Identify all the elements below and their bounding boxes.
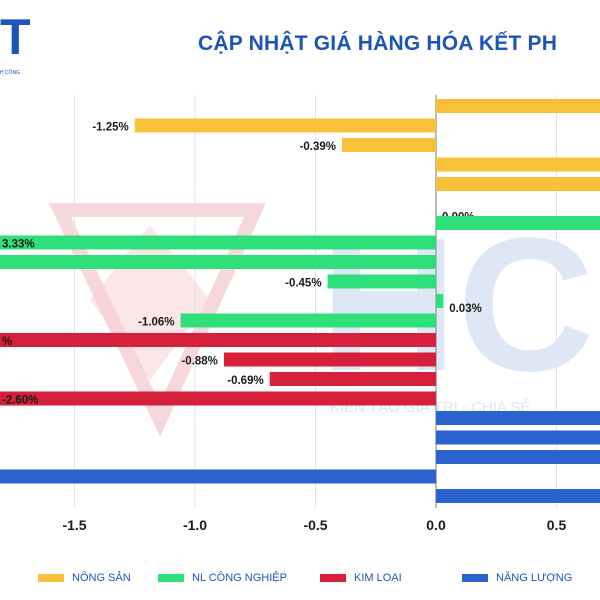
x-tick-label-4: -1.5 bbox=[62, 517, 86, 533]
bar-nong_san-3 bbox=[436, 157, 600, 172]
x-tick-label-7: 0.0 bbox=[426, 517, 446, 533]
data-label-kim_loai-3: -2.60% bbox=[2, 395, 38, 407]
x-tick-label-5: -1.0 bbox=[183, 517, 207, 533]
bar-nang_luong-1 bbox=[436, 430, 600, 445]
bar-nong_san-4 bbox=[436, 177, 600, 191]
x-tick-label-8: 0.5 bbox=[547, 517, 567, 533]
bar-kim_loai-0 bbox=[0, 333, 436, 347]
bar-nang_luong-4 bbox=[436, 489, 600, 503]
legend-label-nang-luong: NĂNG LƯỢNG bbox=[496, 572, 573, 584]
bar-kim_loai-3 bbox=[0, 391, 436, 406]
bar-nang_luong-3 bbox=[0, 469, 436, 484]
data-label-nl_cong_nghiep-1: 3.33% bbox=[2, 239, 35, 251]
bar-nang_luong-2 bbox=[436, 450, 600, 464]
data-label-kim_loai-1: -0.88% bbox=[181, 356, 217, 368]
legend-swatch-nong-san bbox=[38, 574, 64, 582]
bar-nl_cong_nghiep-5 bbox=[180, 313, 436, 328]
x-tick-label-6: -0.5 bbox=[303, 517, 327, 533]
legend-item-nl-cong-nghiep: NL CÔNG NGHIỆP bbox=[158, 572, 287, 584]
data-label-nl_cong_nghiep-4: 0.03% bbox=[449, 303, 482, 315]
bar-nong_san-2 bbox=[342, 138, 436, 152]
legend-swatch-nl-cong-nghiep bbox=[158, 574, 184, 582]
logo-subtext: H CÔNG bbox=[0, 70, 20, 76]
logo-mark: T bbox=[0, 9, 31, 65]
legend-item-nong-san: NÔNG SẢN bbox=[38, 572, 131, 584]
legend: NÔNG SẢN NL CÔNG NGHIỆP KIM LOẠI NĂNG LƯ… bbox=[0, 572, 600, 592]
bar-nl_cong_nghiep-0 bbox=[436, 216, 600, 230]
legend-swatch-nang-luong bbox=[462, 574, 488, 582]
data-label-nong_san-1: -1.25% bbox=[92, 122, 128, 134]
legend-item-kim-loai: KIM LOẠI bbox=[320, 572, 402, 584]
data-label-nl_cong_nghiep-5: -1.06% bbox=[138, 317, 174, 329]
bar-nang_luong-0 bbox=[436, 411, 600, 425]
legend-item-nang-luong: NĂNG LƯỢNG bbox=[462, 572, 572, 584]
data-label-kim_loai-0: % bbox=[2, 336, 12, 348]
bar-nl_cong_nghiep-1 bbox=[0, 235, 436, 250]
bar-kim_loai-2 bbox=[269, 372, 436, 386]
legend-label-nong-san: NÔNG SẢN bbox=[72, 572, 131, 584]
data-label-nl_cong_nghiep-3: -0.45% bbox=[285, 278, 321, 290]
data-label-kim_loai-2: -0.69% bbox=[227, 375, 263, 387]
bar-nl_cong_nghiep-3 bbox=[327, 274, 436, 289]
chart-title: CẬP NHẬT GIÁ HÀNG HÓA KẾT PH bbox=[198, 32, 558, 55]
legend-label-kim-loai: KIM LOẠI bbox=[354, 572, 402, 584]
bar-kim_loai-1 bbox=[223, 352, 436, 367]
bar-nong_san-1 bbox=[134, 118, 436, 133]
data-label-nong_san-2: -0.39% bbox=[300, 141, 336, 153]
bar-nl_cong_nghiep-2 bbox=[0, 255, 436, 269]
legend-swatch-kim-loai bbox=[320, 574, 346, 582]
bar-nl_cong_nghiep-4 bbox=[436, 294, 444, 308]
bar-nong_san-0 bbox=[436, 99, 600, 113]
legend-label-nl-cong-nghiep: NL CÔNG NGHIỆP bbox=[192, 572, 287, 584]
logo: T H CÔNG bbox=[0, 10, 40, 80]
